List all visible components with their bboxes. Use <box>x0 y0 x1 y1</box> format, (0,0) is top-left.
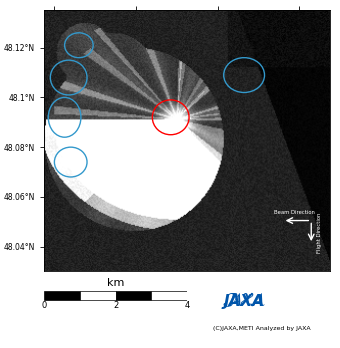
Text: $\mathcal{J\!\!A\!X\!A}$: $\mathcal{J\!\!A\!X\!A}$ <box>222 291 266 309</box>
Bar <box>44 291 80 300</box>
Text: 2: 2 <box>113 301 118 310</box>
Text: km: km <box>107 278 124 287</box>
Text: 0: 0 <box>41 301 47 310</box>
Text: JAXA: JAXA <box>223 294 264 309</box>
Bar <box>80 291 116 300</box>
Text: Flight Direction: Flight Direction <box>317 213 322 253</box>
Text: 4: 4 <box>184 301 190 310</box>
Text: Beam Direction: Beam Direction <box>274 210 314 215</box>
Text: (C)JAXA,METI Analyzed by JAXA: (C)JAXA,METI Analyzed by JAXA <box>213 326 311 331</box>
Bar <box>116 291 151 300</box>
Bar <box>151 291 187 300</box>
